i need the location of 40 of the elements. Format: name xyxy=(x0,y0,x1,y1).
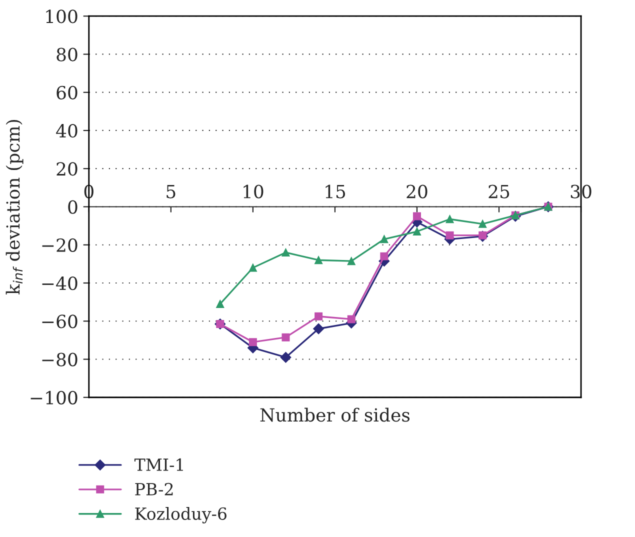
legend-label: TMI-1 xyxy=(134,458,183,471)
point xyxy=(314,312,323,320)
point xyxy=(313,323,324,334)
y-tick-label: −60 xyxy=(42,314,78,328)
y-tick-label: −100 xyxy=(30,390,78,404)
point xyxy=(280,352,292,363)
point xyxy=(478,220,487,228)
y-tick-label: 0 xyxy=(68,200,78,214)
point xyxy=(314,256,323,264)
point xyxy=(347,315,356,324)
point xyxy=(412,212,421,220)
y-axis-title: k$_{inf}$ deviation (pcm) xyxy=(6,120,24,295)
point xyxy=(248,264,257,272)
x-tick-label: 10 xyxy=(244,184,264,198)
legend-label: PB-2 xyxy=(135,482,173,496)
point xyxy=(380,252,388,260)
x-tick-label: 5 xyxy=(166,184,176,198)
x-axis-title: Number of sides xyxy=(260,408,410,422)
point xyxy=(478,231,487,240)
y-tick-label: 60 xyxy=(56,86,78,100)
y-tick-label: −80 xyxy=(42,352,78,366)
point xyxy=(282,333,290,342)
point xyxy=(347,257,356,266)
point xyxy=(216,300,224,308)
y-tick-label: −40 xyxy=(42,276,78,290)
point xyxy=(446,231,454,240)
x-tick-label: 15 xyxy=(326,184,346,198)
point xyxy=(248,338,257,346)
point xyxy=(446,215,454,224)
x-tick-label: 25 xyxy=(488,184,510,198)
y-tick-label: 40 xyxy=(56,124,78,138)
y-tick-label: −20 xyxy=(42,238,78,252)
point xyxy=(380,235,388,244)
y-tick-label: 20 xyxy=(56,162,78,176)
point xyxy=(282,248,290,256)
y-tick-label: 80 xyxy=(56,48,78,62)
legend-label: Kozloduy-6 xyxy=(135,507,226,524)
point xyxy=(412,228,421,236)
y-tick-label: 100 xyxy=(46,10,78,24)
x-tick-label: 20 xyxy=(406,184,428,198)
